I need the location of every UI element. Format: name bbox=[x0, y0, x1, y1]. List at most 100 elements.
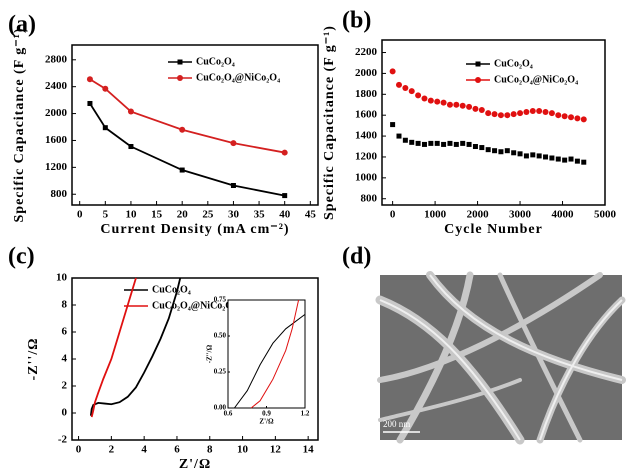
marker bbox=[466, 103, 473, 110]
series-line bbox=[89, 103, 285, 197]
marker bbox=[466, 141, 472, 147]
y-tick-label: 1800 bbox=[355, 88, 378, 100]
marker bbox=[86, 76, 93, 83]
marker bbox=[459, 102, 466, 109]
x-tick-label: 45 bbox=[305, 209, 317, 221]
x-axis-title: Z'/Ω bbox=[179, 457, 211, 470]
marker bbox=[396, 133, 402, 139]
marker bbox=[230, 183, 236, 189]
y-tick-label: 2000 bbox=[355, 67, 378, 79]
y-tick-label: 1600 bbox=[355, 109, 378, 121]
y-tick-label: 0.75 bbox=[214, 296, 227, 304]
marker bbox=[102, 125, 108, 131]
y-axis-title: -Z''/Ω bbox=[206, 344, 214, 363]
marker bbox=[548, 110, 555, 117]
marker bbox=[434, 140, 440, 146]
marker bbox=[574, 115, 581, 122]
marker bbox=[523, 109, 530, 116]
marker bbox=[230, 140, 237, 147]
marker bbox=[428, 140, 434, 146]
x-tick-label: 15 bbox=[151, 209, 163, 221]
plot-frame bbox=[381, 39, 606, 206]
marker bbox=[447, 140, 453, 146]
x-tick-label: 12 bbox=[270, 444, 282, 456]
legend-label: CuCo₂O₄ bbox=[152, 284, 191, 295]
legend-marker bbox=[475, 61, 481, 67]
series bbox=[390, 122, 587, 165]
marker bbox=[478, 106, 485, 113]
marker bbox=[479, 145, 485, 151]
x-tick-label: 8 bbox=[207, 444, 213, 456]
y-tick-label: 0.00 bbox=[214, 404, 227, 412]
marker bbox=[102, 85, 109, 92]
marker bbox=[409, 139, 415, 145]
series-line bbox=[89, 277, 182, 416]
scale-bar-label: 200 nm bbox=[383, 419, 410, 429]
series-line bbox=[250, 299, 300, 409]
series bbox=[250, 299, 300, 409]
x-tick-label: 2 bbox=[109, 444, 115, 456]
x-tick-label: 1000 bbox=[424, 209, 447, 221]
y-tick-label: 2200 bbox=[355, 46, 378, 58]
x-axis-title: Current Density (mA cm⁻²) bbox=[100, 222, 289, 237]
series bbox=[89, 277, 182, 416]
marker bbox=[543, 154, 549, 160]
x-tick-label: 35 bbox=[254, 209, 266, 221]
legend-label: CuCo₂O₄ bbox=[196, 56, 235, 67]
y-tick-label: 0.50 bbox=[214, 332, 227, 340]
panel-label: (c) bbox=[8, 244, 35, 270]
y-tick-label: 2800 bbox=[45, 53, 68, 65]
series bbox=[234, 313, 306, 409]
marker bbox=[581, 159, 587, 165]
panel-label: (d) bbox=[342, 244, 371, 270]
y-tick-label: 1400 bbox=[355, 130, 378, 142]
x-axis-title: Z'/Ω bbox=[259, 418, 274, 426]
x-tick-label: 5 bbox=[103, 209, 109, 221]
y-tick-label: 2000 bbox=[45, 107, 68, 119]
legend-marker bbox=[177, 59, 183, 65]
marker bbox=[523, 153, 529, 159]
legend-marker bbox=[475, 77, 481, 83]
x-tick-label: 0 bbox=[77, 209, 83, 221]
x-tick-label: 30 bbox=[228, 209, 240, 221]
y-tick-label: 1000 bbox=[355, 171, 378, 183]
y-tick-label: 4 bbox=[62, 353, 68, 365]
y-tick-label: 0 bbox=[62, 407, 68, 419]
marker bbox=[530, 152, 536, 158]
panel-label: (a) bbox=[8, 12, 36, 38]
x-tick-label: 6 bbox=[174, 444, 180, 456]
x-axis-title: Cycle Number bbox=[444, 222, 543, 237]
marker bbox=[453, 141, 459, 147]
marker bbox=[517, 151, 523, 157]
marker bbox=[389, 68, 396, 75]
marker bbox=[549, 155, 555, 161]
series bbox=[86, 76, 288, 156]
legend-label: CuCo₂O₄ bbox=[494, 58, 533, 69]
marker bbox=[472, 105, 479, 112]
plot-frame bbox=[71, 44, 319, 206]
marker bbox=[179, 126, 186, 133]
series-line bbox=[90, 277, 137, 418]
panel-label: (b) bbox=[342, 8, 371, 34]
marker bbox=[128, 144, 134, 150]
y-axis-title: Specific Capacitance (F g⁻¹) bbox=[12, 28, 27, 223]
marker bbox=[529, 108, 536, 115]
y-tick-label: 800 bbox=[51, 188, 68, 200]
marker bbox=[536, 153, 542, 159]
marker bbox=[568, 156, 574, 162]
series bbox=[389, 68, 587, 123]
marker bbox=[492, 148, 498, 154]
marker bbox=[504, 148, 510, 154]
x-tick-label: 0 bbox=[390, 209, 396, 221]
marker bbox=[485, 110, 492, 117]
marker bbox=[491, 111, 498, 118]
marker bbox=[402, 85, 409, 92]
y-tick-label: 2 bbox=[62, 380, 68, 392]
y-tick-label: 2400 bbox=[45, 80, 68, 92]
y-tick-label: 1200 bbox=[355, 150, 378, 162]
marker bbox=[555, 112, 562, 119]
marker bbox=[446, 101, 453, 108]
marker bbox=[402, 137, 408, 143]
y-tick-label: 1600 bbox=[45, 134, 68, 146]
